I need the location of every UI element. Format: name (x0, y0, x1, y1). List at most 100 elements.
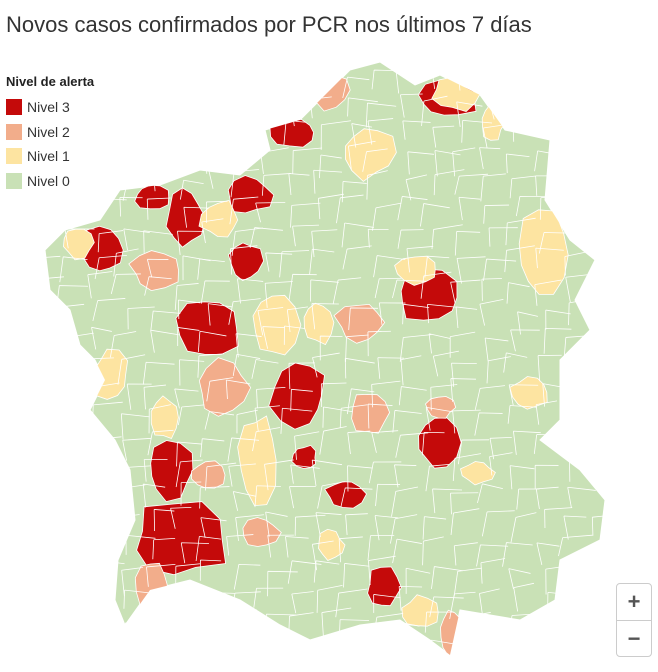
municipality-nivel-1[interactable] (460, 461, 496, 486)
legend-item-nivel-2: Nivel 2 (6, 120, 94, 145)
municipality-border (280, 407, 313, 434)
municipality-border (557, 94, 585, 116)
municipality-border (312, 352, 340, 378)
municipality-border (507, 98, 540, 126)
municipality-border (45, 322, 68, 350)
municipality-border (279, 250, 310, 278)
municipality-nivel-2[interactable] (351, 393, 391, 434)
municipality-border (239, 644, 267, 655)
municipality-border (592, 301, 605, 333)
legend-item-nivel-1: Nivel 1 (6, 144, 94, 169)
municipality-border (45, 567, 63, 590)
municipality-border (373, 255, 406, 278)
municipality-border (89, 487, 116, 515)
municipality-border (91, 326, 112, 350)
municipality-nivel-1[interactable] (318, 528, 346, 561)
municipality-nivel-1[interactable] (344, 128, 397, 182)
municipality-nivel-3[interactable] (268, 362, 325, 430)
municipality-border (394, 464, 417, 488)
municipality-border (122, 437, 152, 461)
municipality-border (58, 414, 83, 436)
municipality-nivel-3[interactable] (367, 566, 402, 607)
municipality-border (143, 62, 169, 69)
municipality-border (392, 279, 427, 299)
municipality-border (449, 331, 476, 358)
municipality-border (628, 459, 658, 483)
municipality-border (154, 129, 176, 150)
municipality-border (623, 357, 644, 378)
municipality-border (83, 582, 109, 612)
municipality-border (59, 256, 88, 283)
municipality-border (231, 227, 264, 256)
zoom-out-button[interactable]: − (617, 620, 651, 657)
municipality-border (197, 353, 225, 378)
municipality-nivel-2[interactable] (333, 303, 386, 344)
municipality-nivel-1[interactable] (237, 415, 277, 507)
municipality-border (544, 616, 577, 643)
municipality-border (621, 175, 649, 196)
municipality-nivel-3[interactable] (269, 118, 315, 148)
municipality-border (474, 385, 506, 410)
municipality-nivel-1[interactable] (252, 294, 302, 356)
municipality-nivel-3[interactable] (227, 175, 275, 214)
municipality-border (561, 411, 592, 437)
municipality-nivel-3[interactable] (418, 417, 462, 469)
municipality-border (618, 128, 646, 153)
municipality-border (59, 196, 82, 222)
municipality-border (596, 380, 605, 407)
municipality-border (207, 303, 233, 326)
municipality-border (321, 607, 352, 636)
municipality-border (45, 385, 69, 409)
municipality-border (536, 644, 562, 655)
zoom-in-button[interactable]: + (627, 589, 641, 614)
municipality-border (481, 510, 515, 537)
municipality-border (400, 93, 423, 118)
municipality-nivel-1[interactable] (303, 302, 335, 346)
municipality-nivel-2[interactable] (134, 562, 168, 606)
municipality-border (120, 413, 150, 440)
municipality-nivel-1[interactable] (150, 395, 179, 440)
municipality-border (450, 279, 481, 303)
municipality-border (424, 611, 454, 633)
municipality-border (251, 359, 279, 379)
municipality-border (234, 126, 260, 151)
municipality-nivel-1[interactable] (401, 594, 439, 627)
municipality-border (179, 179, 204, 200)
municipality-border (147, 429, 174, 456)
zoom-control: + − (616, 583, 652, 657)
municipality-border (265, 511, 288, 537)
municipality-nivel-3[interactable] (165, 187, 206, 248)
municipality-border (402, 120, 431, 140)
municipality-border (561, 121, 584, 143)
municipality-nivel-3[interactable] (175, 301, 239, 355)
municipality-border (98, 668, 126, 672)
region-outline (44, 61, 606, 656)
municipality-border (483, 204, 510, 224)
municipality-border (534, 464, 559, 490)
municipality-border (503, 352, 528, 373)
municipality-nivel-2[interactable] (242, 517, 282, 547)
municipality-nivel-2[interactable] (128, 250, 179, 292)
municipality-border (425, 406, 454, 431)
municipality-nivel-1[interactable] (63, 228, 95, 261)
legend-title: Nivel de alerta (6, 74, 95, 89)
municipality-nivel-1[interactable] (394, 255, 436, 286)
municipality-border (595, 613, 605, 641)
municipality-border (421, 431, 445, 456)
municipality-border (504, 245, 535, 273)
municipality-border (486, 62, 514, 66)
municipality-border (345, 334, 369, 362)
municipality-border (144, 615, 171, 639)
municipality-border (429, 596, 464, 618)
municipality-border (60, 539, 91, 562)
municipality-border (45, 618, 57, 645)
municipality-border (564, 439, 590, 460)
municipality-border (226, 534, 254, 556)
legend-label: Nivel 2 (27, 123, 70, 140)
municipality-border (258, 73, 287, 94)
municipality-border (127, 44, 156, 62)
municipality-border (150, 329, 179, 353)
municipality-border (176, 441, 202, 467)
municipality-nivel-1[interactable] (198, 199, 239, 238)
